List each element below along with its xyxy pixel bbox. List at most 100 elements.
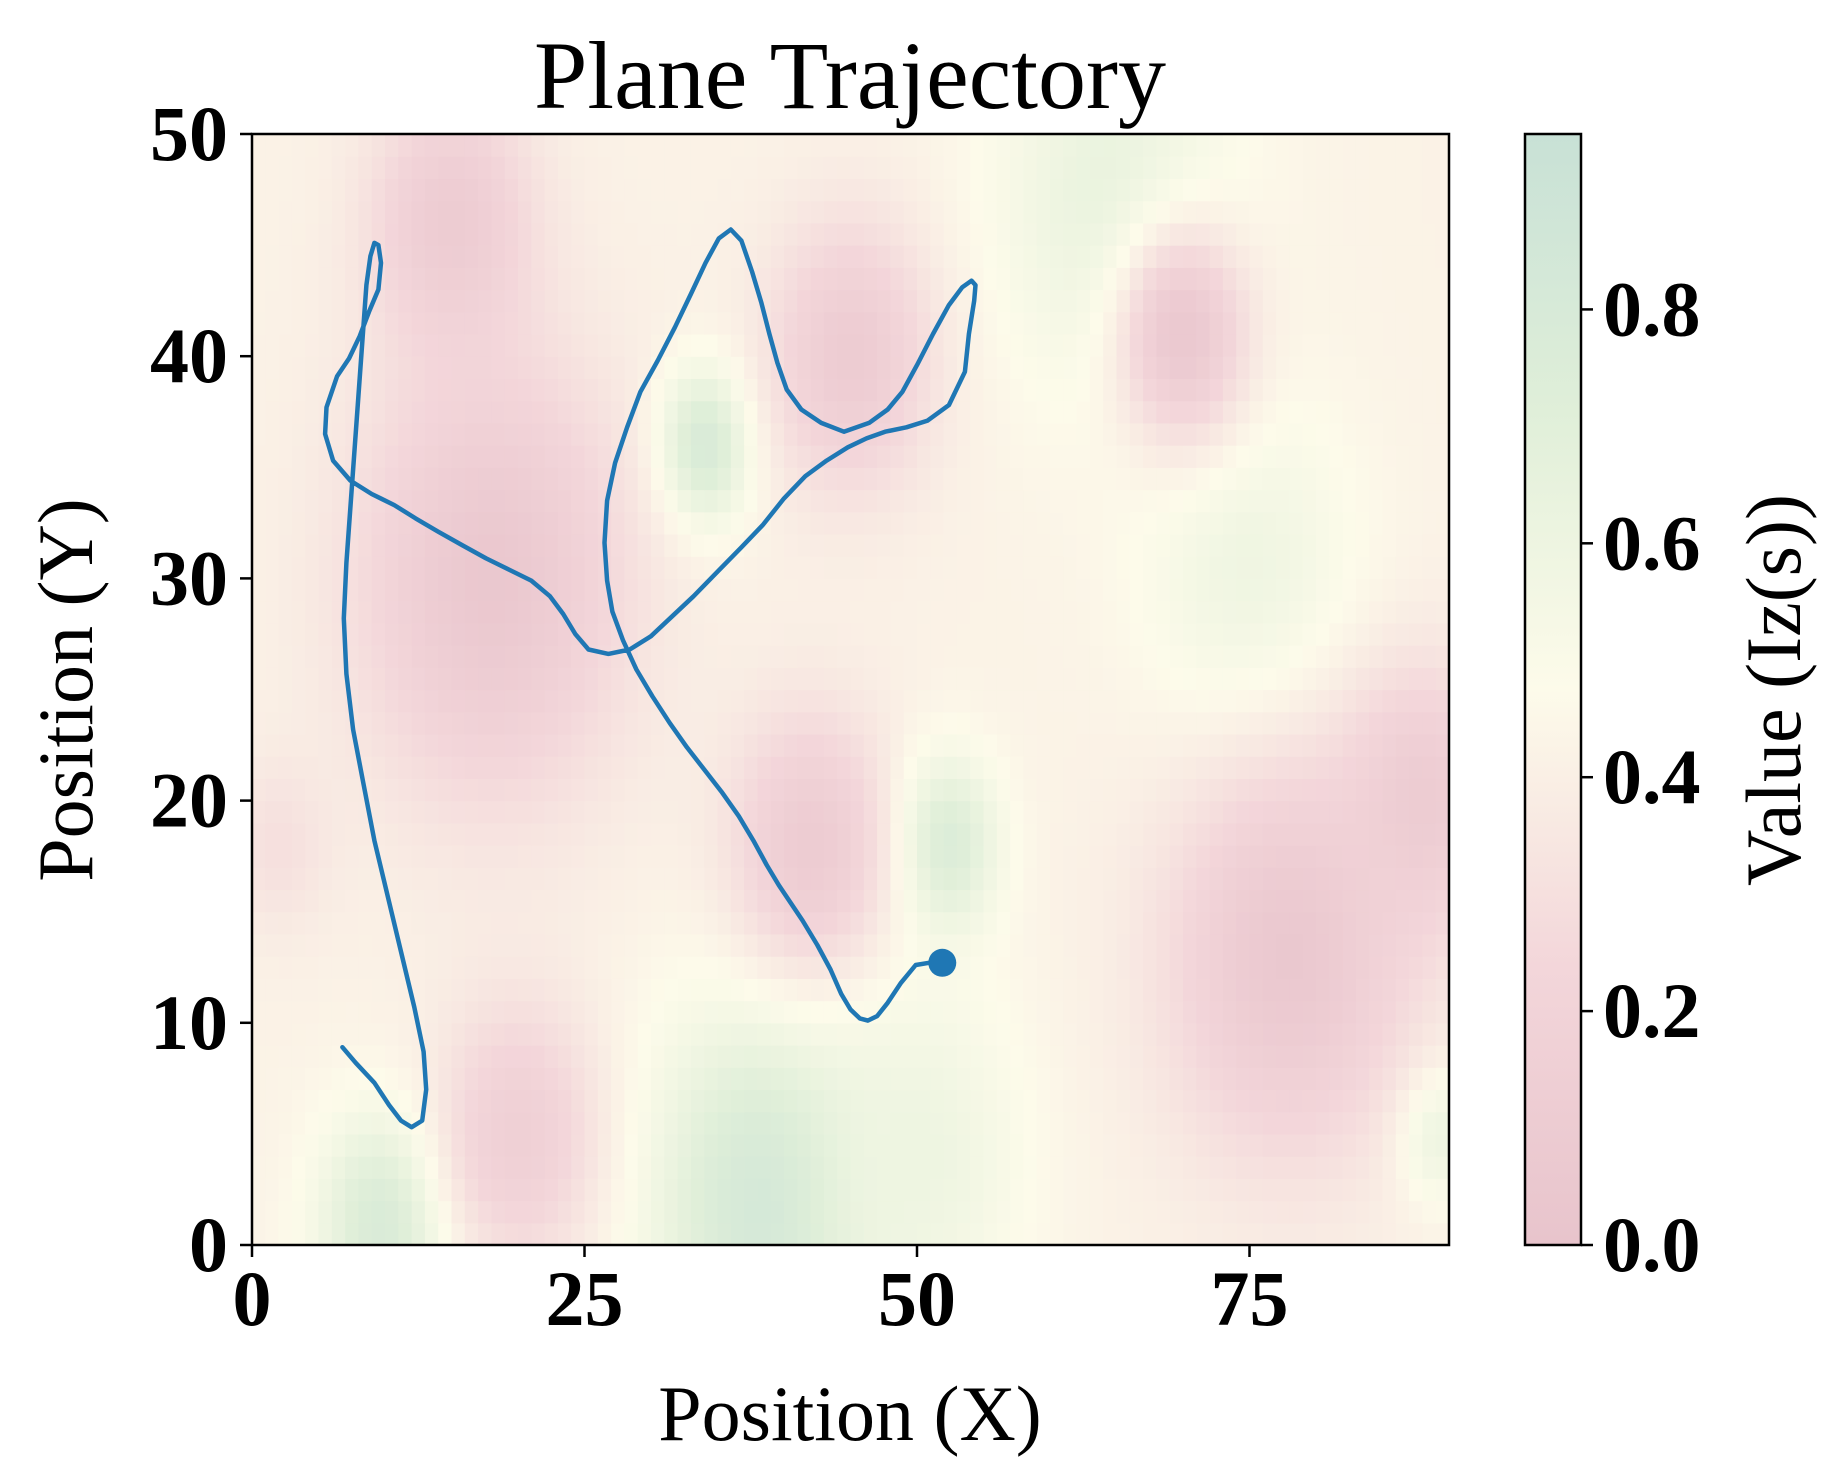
- heatmap-cell: [903, 467, 918, 491]
- heatmap-cell: [863, 956, 878, 979]
- heatmap-cell: [278, 1067, 293, 1091]
- heatmap-cell: [451, 756, 466, 779]
- heatmap-cell: [983, 1000, 998, 1024]
- heatmap-cell: [371, 556, 386, 579]
- heatmap-cell: [438, 578, 453, 602]
- heatmap-cell: [478, 889, 492, 913]
- heatmap-cell: [252, 1156, 266, 1179]
- heatmap-cell: [730, 422, 745, 446]
- heatmap-cell: [318, 222, 333, 246]
- heatmap-cell: [331, 689, 346, 713]
- heatmap-cell: [597, 267, 612, 291]
- heatmap-cell: [744, 1045, 758, 1068]
- heatmap-cell: [996, 778, 1011, 802]
- heatmap-cell: [1116, 956, 1131, 979]
- heatmap-cell: [1076, 711, 1091, 735]
- heatmap-cell: [1116, 1200, 1131, 1224]
- heatmap-cell: [837, 134, 852, 157]
- heatmap-cell: [1289, 356, 1304, 380]
- heatmap-cell: [291, 1133, 306, 1157]
- heatmap-cell: [757, 467, 772, 491]
- heatmap-cell: [730, 689, 745, 713]
- heatmap-cell: [491, 867, 506, 891]
- heatmap-cell: [877, 1022, 891, 1046]
- heatmap-cell: [1050, 489, 1064, 513]
- heatmap-cell: [1355, 556, 1370, 579]
- heatmap-cell: [664, 645, 679, 668]
- heatmap-cell: [438, 156, 453, 180]
- heatmap-cell: [717, 1200, 732, 1224]
- heatmap-cell: [358, 511, 373, 535]
- heatmap-cell: [371, 756, 386, 779]
- heatmap-cell: [345, 1089, 359, 1113]
- heatmap-cell: [331, 200, 346, 224]
- heatmap-cell: [265, 1089, 280, 1113]
- heatmap-cell: [1129, 1156, 1144, 1179]
- heatmap-cell: [1329, 667, 1344, 691]
- heatmap-cell: [1422, 845, 1437, 868]
- heatmap-cell: [730, 1133, 745, 1157]
- heatmap-cell: [1036, 578, 1051, 602]
- heatmap-cell: [1262, 867, 1277, 891]
- heatmap-cell: [704, 645, 719, 668]
- heatmap-cell: [491, 956, 506, 979]
- heatmap-cell: [331, 556, 346, 579]
- heatmap-cell: [1103, 1022, 1118, 1046]
- heatmap-cell: [797, 445, 812, 468]
- heatmap-cell: [823, 178, 838, 202]
- heatmap-cell: [1063, 533, 1078, 557]
- heatmap-cell: [584, 556, 599, 579]
- heatmap-cell: [1395, 622, 1410, 646]
- heatmap-cell: [1249, 511, 1264, 535]
- heatmap-cell: [611, 222, 625, 246]
- heatmap-cell: [438, 1222, 453, 1245]
- heatmap-cell: [331, 756, 346, 779]
- heatmap-cell: [265, 489, 280, 513]
- heatmap-cell: [784, 356, 798, 380]
- heatmap-cell: [690, 178, 705, 202]
- heatmap-cell: [996, 978, 1011, 1002]
- heatmap-cell: [291, 245, 306, 268]
- heatmap-cell: [1103, 933, 1118, 957]
- heatmap-cell: [424, 489, 439, 513]
- heatmap-cell: [1409, 1178, 1423, 1202]
- heatmap-cell: [784, 667, 798, 691]
- heatmap-cell: [584, 1000, 599, 1024]
- heatmap-cell: [611, 134, 625, 157]
- heatmap-cell: [1262, 1156, 1277, 1179]
- heatmap-cell: [531, 134, 546, 157]
- heatmap-cell: [478, 733, 492, 757]
- heatmap-cell: [690, 245, 705, 268]
- heatmap-cell: [1209, 978, 1224, 1002]
- heatmap-cell: [1103, 1111, 1118, 1135]
- heatmap-cell: [252, 378, 266, 402]
- trajectory-line: [322, 227, 978, 1130]
- heatmap-cell: [797, 222, 812, 246]
- heatmap-cell: [1036, 267, 1051, 291]
- heatmap-cell: [1369, 1200, 1384, 1224]
- heatmap-cell: [704, 222, 719, 246]
- heatmap-cell: [1116, 1067, 1131, 1091]
- heatmap-cell: [1395, 1133, 1410, 1157]
- heatmap-cell: [770, 511, 785, 535]
- heatmap-cell: [624, 333, 639, 357]
- heatmap-cell: [1089, 556, 1104, 579]
- heatmap-cell: [903, 200, 918, 224]
- heatmap-cell: [970, 178, 985, 202]
- heatmap-cell: [744, 134, 758, 157]
- heatmap-cell: [863, 1133, 878, 1157]
- heatmap-cell: [1236, 933, 1251, 957]
- y-tick-label: 30: [150, 534, 228, 621]
- heatmap-cell: [518, 200, 532, 224]
- heatmap-cell: [571, 245, 586, 268]
- heatmap-cell: [943, 489, 958, 513]
- heatmap-cell: [717, 845, 732, 868]
- heatmap-cell: [983, 422, 998, 446]
- heatmap-cell: [518, 156, 532, 180]
- heatmap-cell: [305, 600, 320, 624]
- heatmap-cell: [1369, 733, 1384, 757]
- heatmap-cell: [730, 1000, 745, 1024]
- heatmap-cell: [1382, 645, 1397, 668]
- heatmap-cell: [438, 134, 453, 157]
